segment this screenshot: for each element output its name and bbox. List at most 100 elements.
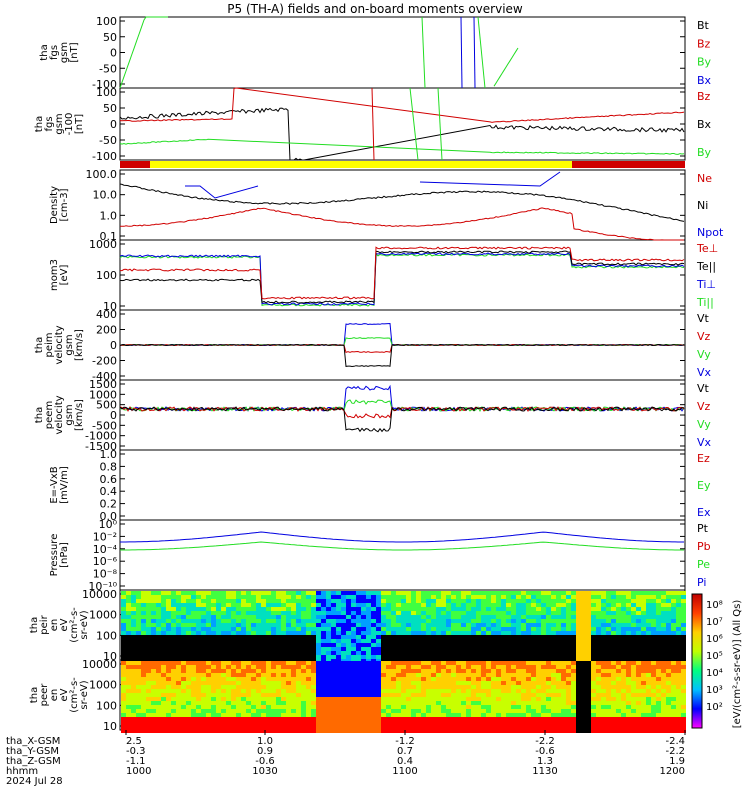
- spectrogram-cell: [211, 639, 216, 643]
- spectrogram-cell: [426, 725, 431, 729]
- spectrogram-cell: [256, 717, 261, 721]
- spectrogram-cell: [571, 721, 576, 725]
- spectrogram-cell: [571, 603, 576, 607]
- spectrogram-cell: [451, 701, 456, 705]
- spectrogram-cell: [501, 651, 506, 655]
- spectrogram-cell: [201, 665, 206, 669]
- spectrogram-cell: [446, 635, 451, 639]
- spectrogram-cell: [321, 665, 326, 669]
- spectrogram-cell: [516, 655, 521, 659]
- spectrogram-cell: [351, 627, 356, 631]
- spectrogram-cell: [541, 677, 546, 681]
- spectrogram-cell: [611, 677, 616, 681]
- spectrogram-cell: [151, 729, 156, 733]
- spectrogram-cell: [516, 677, 521, 681]
- spectrogram-cell: [316, 607, 321, 611]
- y-axis-label-line: gsm: [64, 404, 75, 425]
- spectrogram-cell: [221, 709, 226, 713]
- spectrogram-cell: [181, 635, 186, 639]
- spectrogram-cell: [566, 651, 571, 655]
- spectrogram-cell: [266, 631, 271, 635]
- spectrogram-cell: [261, 697, 266, 701]
- spectrogram-cell: [301, 607, 306, 611]
- spectrogram-cell: [436, 623, 441, 627]
- spectrogram-cell: [481, 643, 486, 647]
- spectrogram-cell: [646, 651, 651, 655]
- spectrogram-cell: [436, 689, 441, 693]
- spectrogram-cell: [251, 591, 256, 595]
- spectrogram-cell: [546, 713, 551, 717]
- spectrogram-cell: [246, 661, 251, 665]
- spectrogram-cell: [636, 717, 641, 721]
- spectrogram-cell: [481, 697, 486, 701]
- spectrogram-cell: [501, 647, 506, 651]
- spectrogram-cell: [626, 677, 631, 681]
- spectrogram-cell: [476, 599, 481, 603]
- spectrogram-cell: [156, 705, 161, 709]
- spectrogram-cell: [631, 639, 636, 643]
- spectrogram-cell: [566, 725, 571, 729]
- spectrogram-cell: [236, 643, 241, 647]
- spectrogram-cell: [151, 647, 156, 651]
- spectrogram-cell: [301, 673, 306, 677]
- spectrogram-cell: [251, 651, 256, 655]
- spectrogram-cell: [256, 725, 261, 729]
- spectrogram-cell: [641, 631, 646, 635]
- spectrogram-cell: [311, 599, 316, 603]
- spectrogram-cell: [291, 647, 296, 651]
- legend-bx: Bx: [697, 118, 712, 131]
- spectrogram-cell: [321, 591, 326, 595]
- spectrogram-cell: [161, 673, 166, 677]
- spectrogram-cell: [121, 611, 126, 615]
- spectrogram-cell: [566, 647, 571, 651]
- spectrogram-cell: [226, 713, 231, 717]
- spectrogram-cell: [666, 661, 671, 665]
- spectrogram-cell: [446, 591, 451, 595]
- spectrogram-cell: [496, 631, 501, 635]
- spectrogram-cell: [561, 669, 566, 673]
- spectrogram-cell: [236, 701, 241, 705]
- spectrogram-cell: [566, 639, 571, 643]
- spectrogram-cell: [526, 669, 531, 673]
- spectrogram-cell: [516, 639, 521, 643]
- spectrogram-cell: [576, 611, 581, 615]
- spectrogram-cell: [316, 669, 321, 673]
- spectrogram-cell: [276, 615, 281, 619]
- spectrogram-cell: [441, 635, 446, 639]
- spectrogram-cell: [551, 651, 556, 655]
- spectrogram-cell: [636, 639, 641, 643]
- spectrogram-cell: [351, 669, 356, 673]
- spectrogram-cell: [156, 599, 161, 603]
- spectrogram-cell: [256, 643, 261, 647]
- spectrogram-cell: [141, 635, 146, 639]
- spectrogram-cell: [536, 647, 541, 651]
- spectrogram-cell: [516, 661, 521, 665]
- spectrogram-cell: [271, 693, 276, 697]
- spectrogram-cell: [346, 635, 351, 639]
- spectrogram-cell: [431, 705, 436, 709]
- spectrogram-cell: [131, 697, 136, 701]
- spectrogram-cell: [311, 651, 316, 655]
- spectrogram-cell: [271, 681, 276, 685]
- spectrogram-cell: [371, 713, 376, 717]
- spectrogram-cell: [441, 709, 446, 713]
- spectrogram-cell: [516, 599, 521, 603]
- spectrogram-cell: [526, 673, 531, 677]
- spectrogram-cell: [186, 655, 191, 659]
- spectrogram-cell: [381, 673, 386, 677]
- spectrogram-cell: [346, 643, 351, 647]
- legend-npot: Npot: [697, 226, 724, 239]
- spectrogram-cell: [211, 677, 216, 681]
- trace-by-spike: [437, 87, 443, 161]
- spectrogram-cell: [136, 603, 141, 607]
- spectrogram-cell: [581, 705, 586, 709]
- spectrogram-cell: [216, 635, 221, 639]
- spectrogram-cell: [316, 619, 321, 623]
- spectrogram-cell: [311, 603, 316, 607]
- spectrogram-cell: [261, 701, 266, 705]
- spectrogram-cell: [231, 729, 236, 733]
- spectrogram-cell: [266, 643, 271, 647]
- spectrogram-cell: [331, 631, 336, 635]
- spectrogram-cell: [461, 709, 466, 713]
- spectrogram-cell: [351, 693, 356, 697]
